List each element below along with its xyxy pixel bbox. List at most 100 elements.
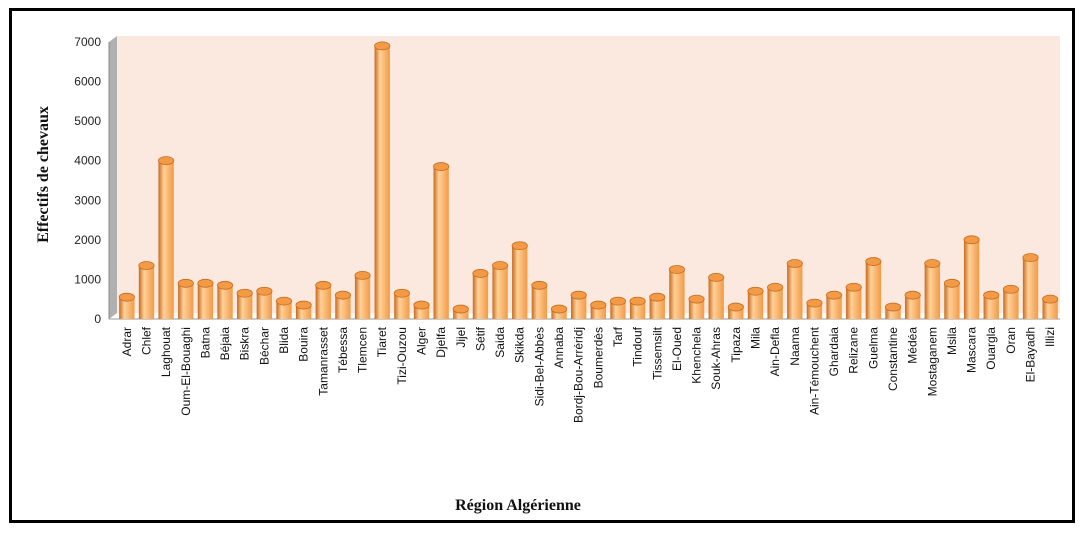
category-label: Msila [945,327,959,355]
bar-body [237,293,253,319]
bar-body [728,307,744,319]
y-tick-label: 4000 [74,154,101,168]
bar [688,294,705,319]
bar [826,290,843,319]
category-label: Skikda [513,327,527,363]
y-tick-label: 5000 [74,114,101,128]
bar-cap [865,257,882,266]
bar-cap [609,296,627,306]
bar-cap [433,162,450,171]
category-label: Oran [1004,327,1018,354]
bar-cap [1022,253,1039,263]
category-label: Tissemsilt [650,326,664,380]
category-label: Ouargla [984,327,998,370]
bar-body [1003,289,1019,319]
bar-body [649,297,665,319]
bar [806,298,823,319]
bar-body [787,263,803,319]
bar [1022,253,1039,319]
y-tick-label: 2000 [74,233,101,247]
bar-body [865,261,882,319]
bar [531,280,548,319]
bar [767,282,784,319]
bar-body [374,45,390,320]
bar [708,272,725,319]
category-labels: Adrar Chlef Laghouat Oum-El-Bouaghi Batna Béj… [120,326,1057,423]
bar [629,296,646,319]
bar-cap [158,156,175,166]
bar-body [492,265,508,319]
bar-body [963,239,980,319]
bar-cap [845,282,862,292]
category-label: Sétif [473,326,487,351]
bar-cap [138,261,155,270]
category-label: Bordj-Bou-Arréridj [572,327,586,423]
category-label: Tiaret [375,326,389,357]
category-label: Laghouat [159,326,173,377]
chart-frame: 0 1000 2000 3000 4000 5000 6000 7000 Adrar Chlef… [9,8,1075,523]
bar-cap [924,259,941,268]
bar [197,278,214,319]
bar-cap [1042,294,1059,304]
bar-body [512,245,528,319]
bar-body [119,297,135,319]
category-label: Ain-Témouchent [807,326,821,415]
category-label: Tipaza [729,327,743,363]
bar [1042,294,1059,319]
bar-cap [511,241,528,251]
bar [472,269,489,319]
bar-body [571,295,587,319]
bar-body [1042,299,1058,319]
bar-cap [118,292,135,302]
category-label: El-Bayadh [1024,327,1038,382]
category-label: Annaba [552,327,566,369]
y-tick-label: 0 [94,312,101,326]
bar [315,280,332,319]
bar-cap [904,290,921,300]
bar-body [610,301,626,319]
bar-body [315,285,331,319]
category-label: Mascara [965,327,979,373]
bar-cap [216,280,234,290]
bar [413,300,430,319]
bar-cap [826,290,843,300]
bar [727,302,744,319]
y-tick-label: 7000 [74,35,101,49]
bar [943,278,961,319]
bar-cap [275,296,293,306]
bar [668,265,685,319]
bar [845,282,862,319]
bar-body [688,299,705,319]
category-label: Sidi-Bel-Abbès [532,327,546,406]
y-axis-title: Effectifs de chevaux [35,106,52,243]
bar-body [551,309,567,319]
bar [747,286,764,319]
bar [452,304,469,319]
y-tick-label: 3000 [74,193,101,207]
bar-body [747,291,764,319]
y-axis-ticks: 0 1000 2000 3000 4000 5000 6000 7000 [74,35,101,326]
bar-body [256,291,273,319]
bar-cap [197,278,214,288]
bar-body [1022,257,1039,319]
bar-cap [236,288,253,298]
bar [511,241,528,319]
category-label: Jijel [454,327,468,348]
bar-cap [1002,284,1019,294]
bar-cap [570,290,587,300]
bar-cap [590,300,607,310]
bar-cap [256,286,273,296]
category-label: Tébessa [336,327,350,373]
bar-cap [806,298,823,308]
bar-cap [688,294,705,304]
bar [433,162,450,319]
bar-body [453,309,469,319]
category-label: Adrar [120,327,134,356]
bar-cap [943,278,961,288]
category-label: Bouira [297,327,311,362]
bar-cap [315,280,332,290]
bar-body [924,263,940,319]
category-label: Ain-Defla [768,327,782,377]
bar [983,290,1000,319]
bar [570,290,587,319]
